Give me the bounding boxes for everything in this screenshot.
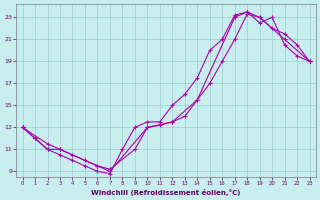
X-axis label: Windchill (Refroidissement éolien,°C): Windchill (Refroidissement éolien,°C): [92, 189, 241, 196]
